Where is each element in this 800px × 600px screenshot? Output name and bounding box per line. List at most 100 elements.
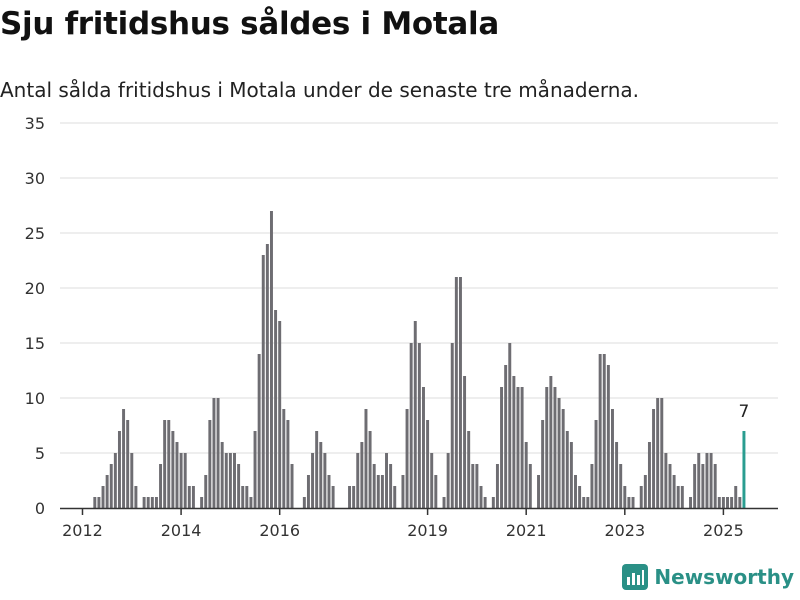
bar: [537, 475, 541, 508]
bar: [97, 497, 101, 508]
bar: [709, 453, 713, 508]
bar: [265, 244, 269, 508]
bar: [647, 442, 651, 508]
bar: [179, 453, 183, 508]
bar: [224, 453, 228, 508]
bar: [233, 453, 236, 508]
bar: [171, 431, 175, 508]
brand-name: Newsworthy: [654, 565, 794, 589]
bar: [405, 409, 409, 508]
bar: [352, 486, 356, 508]
bar: [253, 431, 257, 508]
bar: [183, 453, 187, 508]
bar: [516, 387, 520, 508]
bar: [360, 442, 364, 508]
bar: [495, 464, 499, 508]
y-axis-labels: 0 5 10 15 20 25 30 35: [25, 114, 45, 518]
bar: [598, 354, 602, 508]
bar: [430, 453, 434, 508]
bar: [730, 497, 734, 508]
bar: [220, 442, 224, 508]
bar: [619, 464, 623, 508]
bar: [113, 453, 117, 508]
bar: [385, 453, 388, 508]
bar: [422, 387, 425, 508]
newsworthy-brand[interactable]: Newsworthy: [622, 564, 794, 590]
bar: [409, 343, 413, 508]
bar: [660, 398, 664, 508]
bar: [454, 277, 458, 508]
newsworthy-logo-icon: [622, 564, 649, 590]
bar: [327, 475, 331, 508]
bar: [282, 409, 286, 508]
bar: [364, 409, 368, 508]
bar: [290, 464, 294, 508]
bar: [680, 486, 684, 508]
bar: [442, 497, 446, 508]
bar: [389, 464, 393, 508]
bar: [479, 486, 483, 508]
bar: [676, 486, 680, 508]
bar: [512, 376, 516, 508]
bar: [656, 398, 660, 508]
bar: [610, 409, 614, 508]
bar: [586, 497, 590, 508]
bar: [286, 420, 290, 508]
bar: [241, 486, 245, 508]
bar: [302, 497, 306, 508]
bars: [93, 211, 746, 508]
bar: [664, 453, 668, 508]
bar: [500, 387, 504, 508]
y-tick-label: 35: [25, 114, 45, 133]
bar: [450, 343, 454, 508]
bar: [323, 453, 327, 508]
bar: [458, 277, 462, 508]
x-axis: 2012 2014 2016 2019 2021 2023 2025: [60, 507, 778, 540]
bar: [101, 486, 105, 508]
bar: [524, 442, 528, 508]
highlight-value-label: 7: [739, 402, 750, 422]
bar: [187, 486, 191, 508]
bar: [417, 343, 421, 508]
x-tick-label: 2021: [506, 521, 547, 540]
bar: [257, 354, 261, 508]
bar: [541, 420, 545, 508]
bar: [565, 431, 569, 508]
x-tick-label: 2023: [604, 521, 645, 540]
bar: [380, 475, 384, 508]
bar: [146, 497, 150, 508]
bar: [331, 486, 335, 508]
bar: [582, 497, 586, 508]
y-tick-label: 10: [25, 389, 45, 408]
bar: [237, 464, 241, 508]
bar: [191, 486, 195, 508]
bar: [467, 431, 471, 508]
bar: [204, 475, 208, 508]
bar: [372, 464, 376, 508]
x-tick-label: 2014: [161, 521, 202, 540]
bar: [578, 486, 582, 508]
bar: [606, 365, 610, 508]
bar: [126, 420, 130, 508]
bar: [574, 475, 577, 508]
chart-subtitle: Antal sålda fritidshus i Motala under de…: [0, 78, 640, 102]
bar: [627, 497, 631, 508]
bar: [491, 497, 495, 508]
bar: [434, 475, 438, 508]
y-tick-label: 30: [25, 169, 45, 188]
bar: [167, 420, 171, 508]
bar: [697, 453, 701, 508]
bar: [348, 486, 352, 508]
bar: [376, 475, 380, 508]
bar: [590, 464, 594, 508]
bar: [713, 464, 717, 508]
bar: [212, 398, 216, 508]
bar: [652, 409, 656, 508]
bar: [393, 486, 397, 508]
bar: [717, 497, 721, 508]
bar: [553, 387, 557, 508]
bar: [159, 464, 163, 508]
annotations: 7: [739, 402, 750, 422]
bar: [175, 442, 179, 508]
